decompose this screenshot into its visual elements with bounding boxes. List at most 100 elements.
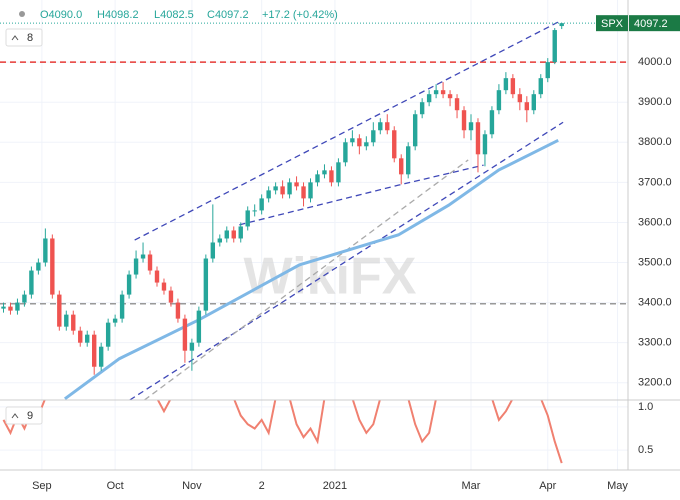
close-text: C4097.2 — [207, 9, 249, 21]
candle-body — [559, 23, 564, 27]
candle-body — [392, 130, 397, 159]
y-tick-label: 3700.0 — [638, 176, 672, 188]
candle-body — [64, 314, 69, 327]
candle-body — [36, 262, 41, 271]
candle-body — [510, 78, 516, 95]
x-tick-label: Sep — [32, 480, 52, 492]
y-tick-label: 3300.0 — [638, 337, 672, 349]
candle-body — [147, 254, 153, 271]
candle-body — [475, 122, 481, 155]
candle-body — [98, 346, 104, 367]
last-price-tag — [629, 15, 680, 32]
candle-body — [238, 226, 243, 239]
candle-body — [468, 122, 474, 131]
candle-body — [350, 138, 355, 143]
candle-body — [524, 102, 530, 111]
candle-body — [357, 138, 362, 147]
candle-body — [140, 254, 146, 259]
candle-body — [454, 98, 460, 111]
header: O4090.0 H4098.2 L4082.5 C4097.2 +17.2 (+… — [19, 9, 338, 21]
candle-body — [545, 62, 550, 79]
candle-body — [461, 110, 467, 131]
candle-body — [1, 306, 6, 309]
y-tick-label: 4000.0 — [638, 56, 672, 68]
candle-body — [119, 294, 125, 319]
candle-body — [482, 134, 488, 155]
candle-body — [168, 290, 174, 303]
x-tick-label: Oct — [107, 480, 124, 492]
candle-body — [322, 170, 327, 175]
axes: Sep Oct Nov 2 2021 Mar Apr May 3200.0 3300.0 3400.… — [32, 15, 680, 492]
candle-body — [189, 342, 195, 351]
x-tick-label: Nov — [182, 480, 202, 492]
candle-body — [182, 318, 188, 351]
candle-body — [447, 94, 453, 99]
candle-body — [259, 198, 264, 211]
symbol-label: SPX — [601, 18, 624, 30]
y-tick-label: 0.5 — [638, 444, 653, 456]
x-tick-label: Mar — [462, 480, 481, 492]
chevron — [11, 35, 19, 41]
candle-body — [552, 30, 557, 63]
y-tick-label: 3500.0 — [638, 256, 672, 268]
grid — [0, 0, 628, 470]
change-text: +17.2 (+0.42%) — [262, 9, 338, 21]
candle-body — [419, 102, 425, 115]
candle-body — [385, 122, 390, 131]
indicator-toggle[interactable]: 8 — [5, 28, 43, 47]
candle-body — [329, 170, 334, 183]
candle-body — [154, 270, 160, 283]
y-tick-label: 1.0 — [638, 401, 653, 413]
toggle-box[interactable] — [5, 28, 43, 47]
candle-body — [378, 122, 383, 131]
candle-body — [489, 110, 495, 135]
x-tick-label: Apr — [539, 480, 556, 492]
candle-body — [133, 258, 139, 275]
candle-body — [496, 90, 502, 111]
candle-body — [175, 302, 181, 319]
trendline — [129, 121, 564, 400]
indicator-toggle-2[interactable]: 9 — [5, 406, 43, 425]
candle-body — [440, 90, 446, 95]
trendline — [239, 164, 484, 226]
candle-body — [266, 190, 271, 199]
y-tick-label: 3600.0 — [638, 216, 672, 228]
open-text: O4090.0 — [40, 9, 82, 21]
candle-body — [364, 142, 369, 147]
y-tick-label: 3400.0 — [638, 297, 672, 309]
candle-body — [57, 294, 62, 327]
candle-body — [85, 334, 90, 343]
candle-body — [217, 238, 222, 243]
candle-body — [343, 142, 348, 163]
trendline — [144, 159, 469, 400]
candle-body — [50, 238, 55, 295]
candle-body — [301, 186, 306, 199]
indicator-count: 9 — [27, 410, 33, 422]
candle-body — [503, 78, 509, 91]
toggle-box[interactable] — [5, 406, 43, 425]
candle-body — [126, 274, 132, 295]
candle-body — [196, 310, 202, 343]
candle-body — [280, 186, 285, 195]
watermark: WikiFX — [244, 248, 417, 306]
candle-body — [43, 238, 48, 263]
low-text: L4082.5 — [154, 9, 194, 21]
candle-body — [538, 78, 543, 95]
price-pane — [0, 21, 628, 400]
candle-body — [29, 270, 34, 295]
candle-body — [315, 174, 320, 183]
candle-body — [71, 314, 76, 331]
x-tick-label: 2 — [259, 480, 265, 492]
candle-body — [273, 186, 278, 191]
y-tick-label: 3800.0 — [638, 136, 672, 148]
y-tick-label: 3900.0 — [638, 96, 672, 108]
candle-body — [8, 306, 13, 311]
candle-body — [294, 182, 299, 187]
candle-body — [433, 90, 439, 95]
candle-body — [426, 94, 432, 103]
symbol-tag — [596, 15, 628, 32]
candle-body — [231, 230, 236, 239]
y-tick-label: 3200.0 — [638, 377, 672, 389]
